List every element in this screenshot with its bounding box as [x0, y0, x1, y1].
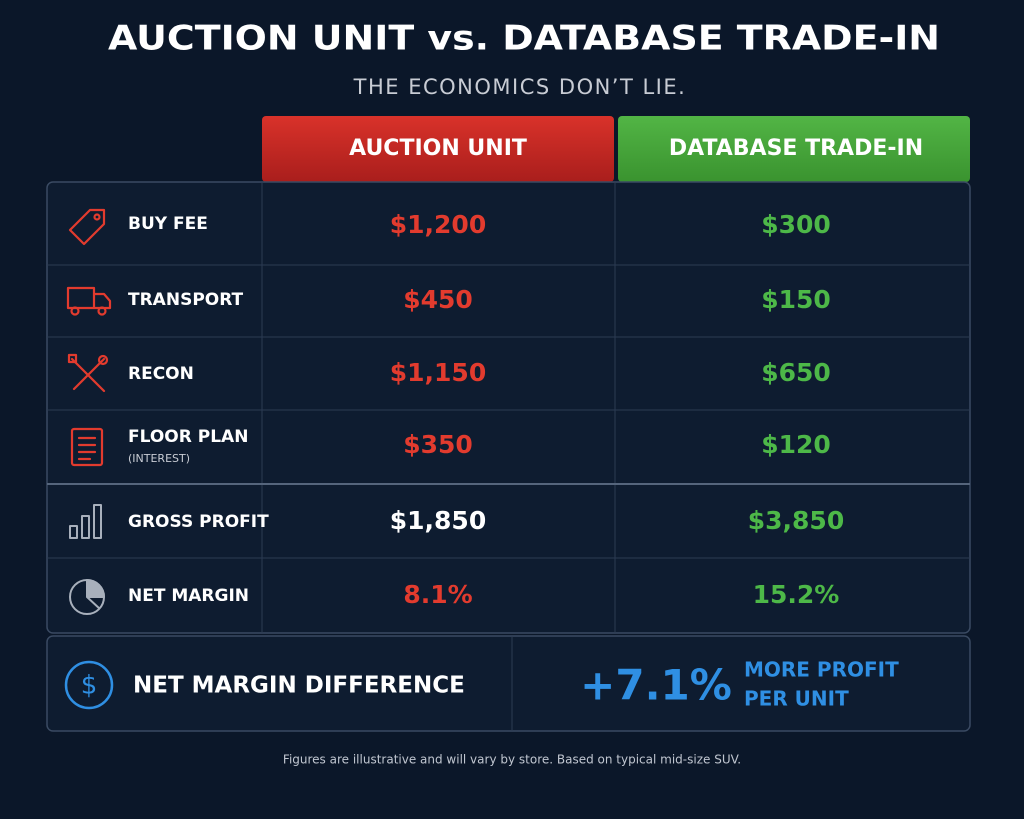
summary-caption: MORE PROFIT: [744, 658, 899, 682]
row-label: TRANSPORT: [128, 290, 244, 310]
summary-value: +7.1%: [580, 661, 732, 710]
row-label: BUY FEE: [128, 214, 208, 234]
database-value: $650: [761, 358, 831, 387]
tag-icon: [68, 208, 106, 246]
pie-icon: [69, 579, 105, 615]
column-header-bg: [262, 116, 614, 182]
row-note: (INTEREST): [128, 452, 190, 465]
summary-label: NET MARGIN DIFFERENCE: [133, 673, 465, 699]
auction-value: $350: [403, 430, 473, 459]
summary-box: [46, 635, 971, 732]
column-header: AUCTION UNIT: [349, 136, 527, 161]
database-value: 15.2%: [753, 580, 840, 609]
database-value: $120: [761, 430, 831, 459]
truck-icon: [66, 286, 112, 316]
footnote: Figures are illustrative and will vary b…: [283, 753, 741, 767]
auction-value: $1,850: [390, 506, 486, 535]
column-header: DATABASE TRADE-IN: [669, 136, 923, 161]
bars-icon: [69, 504, 102, 539]
auction-value: $1,150: [390, 358, 486, 387]
tools-icon: [67, 353, 109, 393]
dollar-icon: [64, 660, 114, 710]
dollar-symbol: $: [81, 671, 98, 701]
subtitle: THE ECONOMICS DON’T LIE.: [353, 75, 687, 99]
table-body: [46, 181, 971, 634]
auction-value: $450: [403, 285, 473, 314]
database-value: $3,850: [748, 506, 844, 535]
summary-caption: PER UNIT: [744, 687, 849, 711]
auction-value: 8.1%: [403, 580, 472, 609]
column-header-bg: [618, 116, 970, 182]
row-label: RECON: [128, 364, 194, 384]
row-label: FLOOR PLAN: [128, 427, 248, 447]
document-icon: [70, 427, 104, 467]
database-value: $300: [761, 210, 831, 239]
database-value: $150: [761, 285, 831, 314]
row-label: NET MARGIN: [128, 586, 249, 606]
row-label: GROSS PROFIT: [128, 512, 269, 532]
auction-value: $1,200: [390, 210, 486, 239]
title: AUCTION UNIT vs. DATABASE TRADE-IN: [108, 19, 940, 59]
